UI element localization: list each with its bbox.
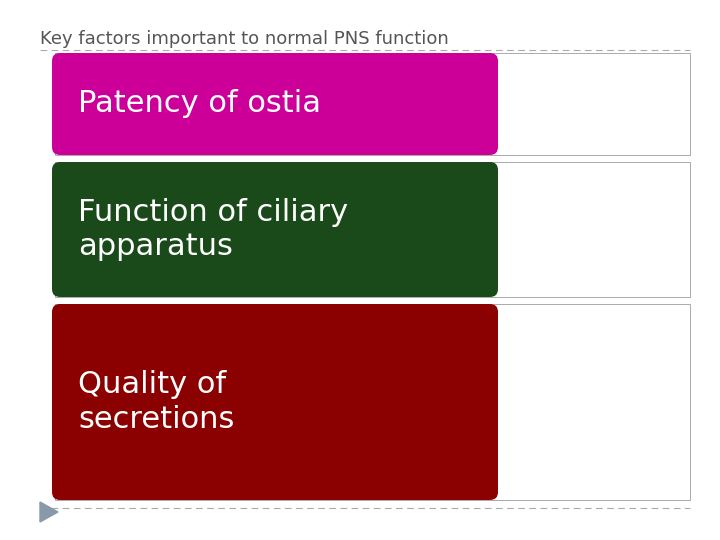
FancyBboxPatch shape: [55, 304, 690, 500]
FancyBboxPatch shape: [52, 162, 498, 297]
Polygon shape: [40, 502, 58, 522]
Text: Patency of ostia: Patency of ostia: [78, 90, 321, 118]
Text: Key factors important to normal PNS function: Key factors important to normal PNS func…: [40, 30, 449, 48]
FancyBboxPatch shape: [55, 53, 690, 155]
Text: Function of ciliary
apparatus: Function of ciliary apparatus: [78, 198, 348, 261]
FancyBboxPatch shape: [52, 53, 498, 155]
FancyBboxPatch shape: [52, 304, 498, 500]
FancyBboxPatch shape: [55, 162, 690, 297]
Text: Quality of
secretions: Quality of secretions: [78, 370, 235, 434]
